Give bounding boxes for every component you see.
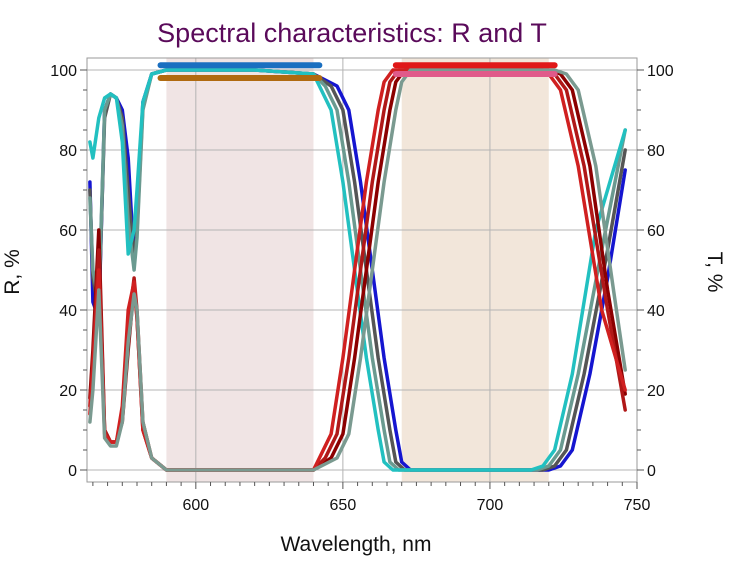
x-axis-label: Wavelength, nm [281, 533, 432, 556]
series-T-7 [88, 68, 627, 472]
x-tick-label-1: 650 [330, 497, 357, 514]
y-tick-label-left-2: 40 [59, 303, 77, 320]
shaded-region-0 [166, 58, 314, 482]
y-tick-label-left-1: 20 [59, 383, 77, 400]
x-tick-label-2: 700 [477, 497, 504, 514]
y-tick-label-right-3: 60 [647, 223, 665, 240]
y-tick-label-right-5: 100 [647, 63, 674, 80]
y-axis-label-left: R, % [1, 249, 24, 295]
y-tick-label-right-0: 0 [647, 463, 656, 480]
y-tick-label-left-3: 60 [59, 223, 77, 240]
x-tick-label-0: 600 [182, 497, 209, 514]
y-tick-label-right-2: 40 [647, 303, 665, 320]
x-tick-label-3: 750 [624, 497, 651, 514]
plot-area: 600 650 700 750 0 20 40 60 80 100 0 20 40 60 80 100 [50, 57, 674, 514]
y-tick-label-left-0: 0 [68, 463, 77, 480]
y-axis-label-right: T, % [703, 252, 726, 293]
shaded-region-1 [401, 58, 549, 482]
y-tick-label-right-1: 20 [647, 383, 665, 400]
y-tick-label-right-4: 80 [647, 143, 665, 160]
y-tick-label-left-5: 100 [50, 63, 77, 80]
y-tick-label-left-4: 80 [59, 143, 77, 160]
chart-title: Spectral characteristics: R and T [157, 18, 547, 48]
